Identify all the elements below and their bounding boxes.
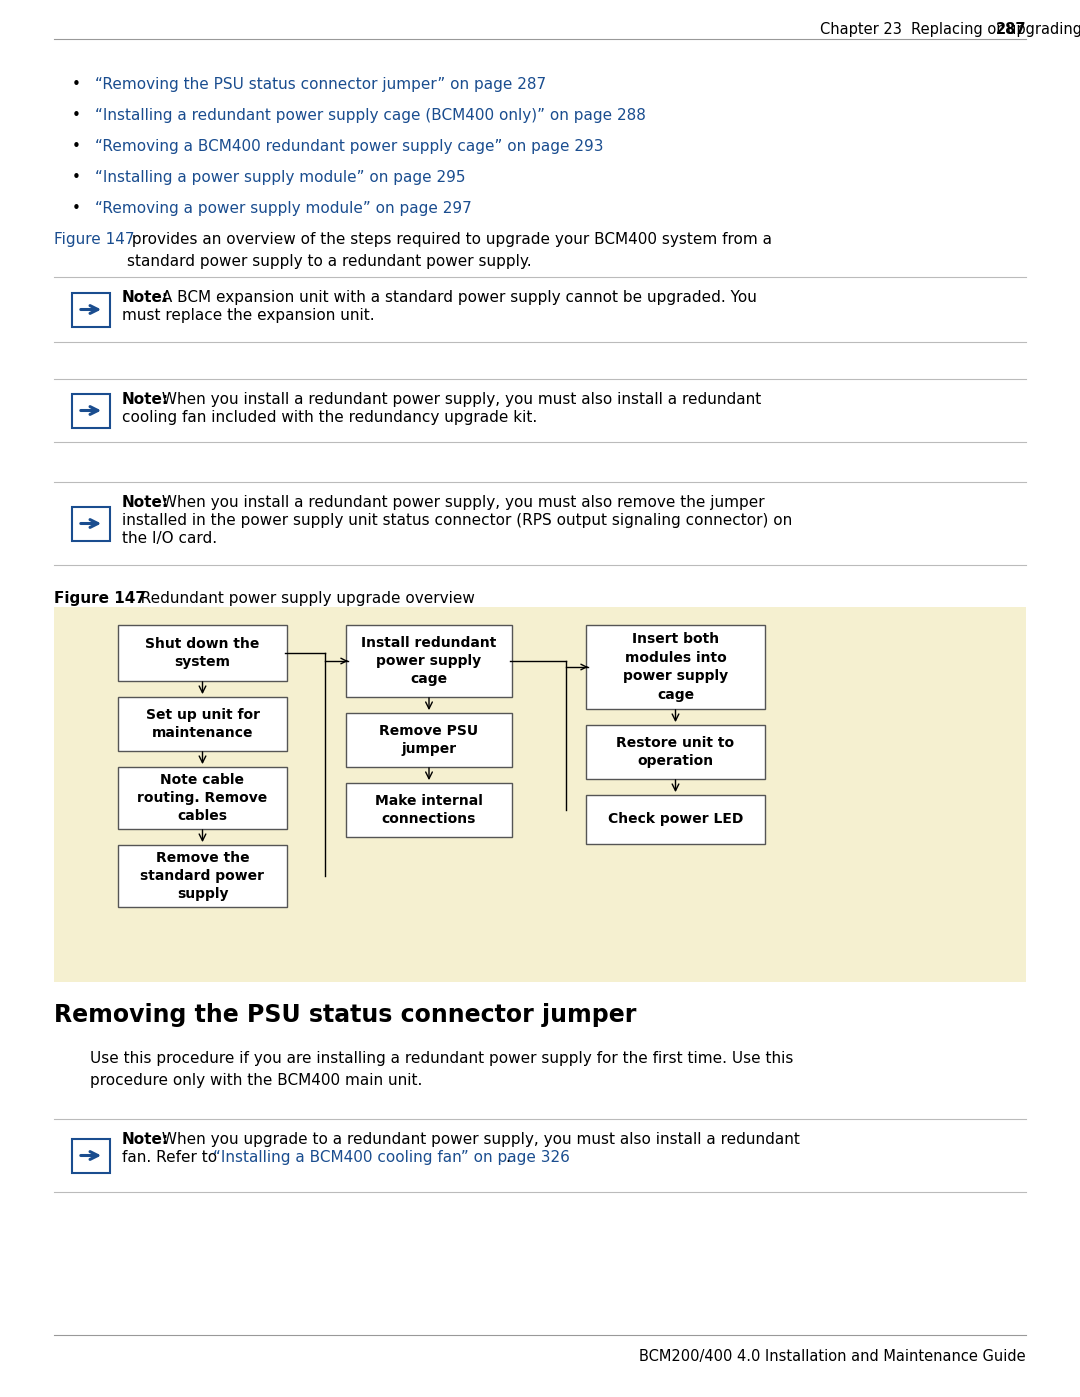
Text: •: • (72, 170, 81, 184)
Text: •: • (72, 108, 81, 123)
Text: Chapter 23  Replacing or upgrading a power supply: Chapter 23 Replacing or upgrading a powe… (820, 22, 1080, 36)
Text: Check power LED: Check power LED (608, 813, 743, 827)
Text: Insert both
modules into
power supply
cage: Insert both modules into power supply ca… (623, 633, 728, 701)
FancyBboxPatch shape (72, 292, 110, 327)
FancyBboxPatch shape (118, 697, 287, 752)
FancyBboxPatch shape (54, 608, 1026, 982)
FancyBboxPatch shape (118, 845, 287, 907)
Text: Note:: Note: (122, 495, 170, 510)
FancyBboxPatch shape (72, 394, 110, 427)
Text: “Removing the PSU status connector jumper” on page 287: “Removing the PSU status connector jumpe… (95, 77, 546, 92)
Text: “Installing a BCM400 cooling fan” on page 326: “Installing a BCM400 cooling fan” on pag… (213, 1150, 570, 1165)
FancyBboxPatch shape (586, 725, 765, 780)
Text: When you install a redundant power supply, you must also install a redundant: When you install a redundant power suppl… (157, 393, 761, 407)
Text: Install redundant
power supply
cage: Install redundant power supply cage (362, 636, 497, 686)
Text: Note cable
routing. Remove
cables: Note cable routing. Remove cables (137, 773, 268, 823)
Text: Remove PSU
jumper: Remove PSU jumper (379, 724, 478, 756)
Text: Remove the
standard power
supply: Remove the standard power supply (140, 851, 265, 901)
Text: the I/O card.: the I/O card. (122, 531, 217, 546)
Text: •: • (72, 201, 81, 217)
Text: •: • (72, 138, 81, 154)
FancyBboxPatch shape (346, 712, 512, 767)
FancyBboxPatch shape (586, 795, 765, 844)
Text: When you install a redundant power supply, you must also remove the jumper: When you install a redundant power suppl… (157, 495, 765, 510)
FancyBboxPatch shape (118, 767, 287, 828)
FancyBboxPatch shape (346, 624, 512, 697)
Text: installed in the power supply unit status connector (RPS output signaling connec: installed in the power supply unit statu… (122, 513, 793, 528)
Text: Note:: Note: (122, 1132, 170, 1147)
Text: must replace the expansion unit.: must replace the expansion unit. (122, 307, 375, 323)
Text: •: • (72, 77, 81, 92)
Text: When you upgrade to a redundant power supply, you must also install a redundant: When you upgrade to a redundant power su… (157, 1132, 800, 1147)
FancyBboxPatch shape (72, 1139, 110, 1172)
FancyBboxPatch shape (118, 624, 287, 680)
Text: Redundant power supply upgrade overview: Redundant power supply upgrade overview (126, 591, 475, 606)
Text: Make internal
connections: Make internal connections (375, 793, 483, 826)
Text: .: . (505, 1150, 511, 1165)
Text: “Installing a power supply module” on page 295: “Installing a power supply module” on pa… (95, 170, 465, 184)
Text: Figure 147: Figure 147 (54, 232, 135, 247)
Text: Use this procedure if you are installing a redundant power supply for the first : Use this procedure if you are installing… (90, 1051, 794, 1088)
Text: “Installing a redundant power supply cage (BCM400 only)” on page 288: “Installing a redundant power supply cag… (95, 108, 646, 123)
FancyBboxPatch shape (586, 624, 765, 710)
Text: Restore unit to
operation: Restore unit to operation (617, 736, 734, 768)
FancyBboxPatch shape (346, 782, 512, 837)
Text: fan. Refer to: fan. Refer to (122, 1150, 222, 1165)
Text: Set up unit for
maintenance: Set up unit for maintenance (146, 708, 259, 740)
Text: Removing the PSU status connector jumper: Removing the PSU status connector jumper (54, 1003, 636, 1027)
Text: provides an overview of the steps required to upgrade your BCM400 system from a
: provides an overview of the steps requir… (127, 232, 772, 268)
Text: “Removing a power supply module” on page 297: “Removing a power supply module” on page… (95, 201, 472, 217)
Text: BCM200/400 4.0 Installation and Maintenance Guide: BCM200/400 4.0 Installation and Maintena… (639, 1350, 1026, 1363)
Text: Figure 147: Figure 147 (54, 591, 146, 606)
Text: A BCM expansion unit with a standard power supply cannot be upgraded. You: A BCM expansion unit with a standard pow… (157, 291, 757, 305)
Text: Note:: Note: (122, 393, 170, 407)
FancyBboxPatch shape (72, 507, 110, 541)
Text: “Removing a BCM400 redundant power supply cage” on page 293: “Removing a BCM400 redundant power suppl… (95, 138, 604, 154)
Text: cooling fan included with the redundancy upgrade kit.: cooling fan included with the redundancy… (122, 409, 537, 425)
Text: 287: 287 (996, 22, 1026, 36)
Text: Shut down the
system: Shut down the system (146, 637, 259, 669)
Text: Note:: Note: (122, 291, 170, 305)
